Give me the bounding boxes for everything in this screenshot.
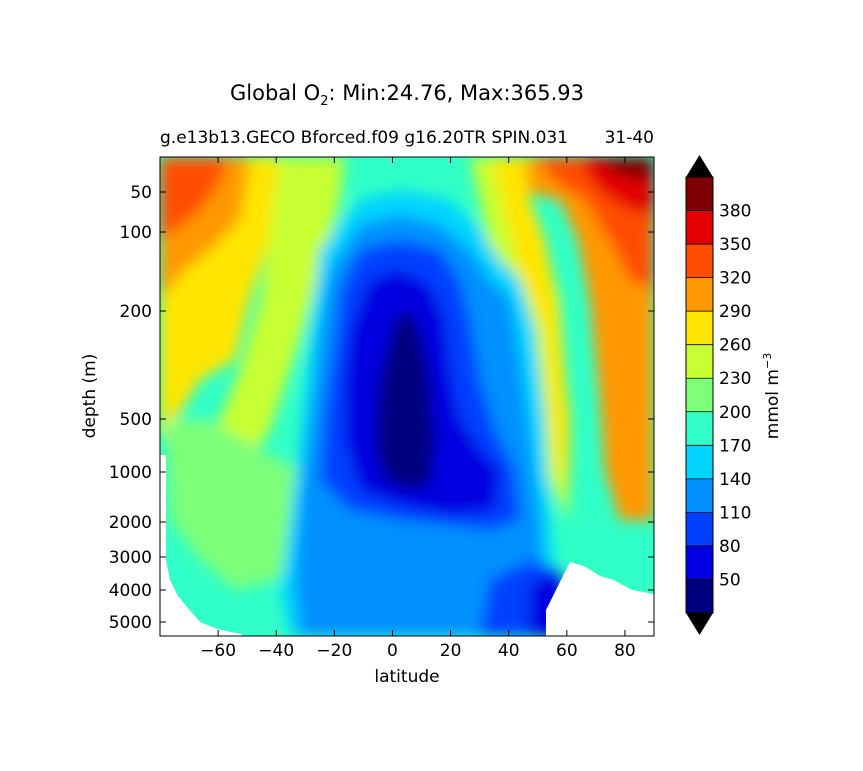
title-subscript: 2 xyxy=(320,94,328,109)
y-tick-label: 3000 xyxy=(109,548,152,568)
contour-region xyxy=(490,157,570,500)
colorbar-tick-label: 140 xyxy=(719,470,751,490)
colorbar-band xyxy=(686,177,713,212)
colorbar-tick-label: 170 xyxy=(719,436,751,456)
colorbar-band xyxy=(686,512,713,547)
x-tick-label: 40 xyxy=(498,641,520,661)
y-axis: 50 100 200 500 1000 2000 3000 4000 5000 xyxy=(109,183,654,633)
y-tick-label: 1000 xyxy=(109,463,152,483)
contour-region xyxy=(370,595,470,636)
colorbar-band xyxy=(686,411,713,446)
plot-frame xyxy=(159,156,655,637)
title-prefix: Global O xyxy=(230,81,320,105)
colorbar-tick-label: 350 xyxy=(719,235,751,255)
colorbar-extend-min xyxy=(686,613,713,635)
y-tick-label: 100 xyxy=(120,223,152,243)
colorbar-band xyxy=(686,277,713,312)
colorbar-tick-label: 290 xyxy=(719,302,751,322)
x-axis-label: latitude xyxy=(374,667,439,687)
colorbar-band xyxy=(686,244,713,279)
colorbar-tick-label: 80 xyxy=(719,537,741,557)
x-tick-label: −40 xyxy=(258,641,294,661)
colorbar-tick-label: 320 xyxy=(719,269,751,289)
colorbar-tick-label: 110 xyxy=(719,503,751,523)
x-tick-label: −20 xyxy=(316,641,352,661)
x-tick-label: −60 xyxy=(200,641,236,661)
contour-region xyxy=(600,157,654,180)
y-tick-label: 2000 xyxy=(109,513,152,533)
x-tick-label: 80 xyxy=(614,641,636,661)
colorbar-label-exponent: −3 xyxy=(761,353,774,369)
y-tick-label: 500 xyxy=(120,410,152,430)
title-suffix: : Min:24.76, Max:365.93 xyxy=(328,81,584,105)
colorbar-label: mmol m−3 xyxy=(761,353,783,439)
colorbar-frame xyxy=(685,176,714,614)
contour-fill-layers xyxy=(160,157,654,636)
colorbar-band xyxy=(686,445,713,480)
colorbar-band xyxy=(686,311,713,346)
x-tick-label: 0 xyxy=(387,641,398,661)
colorbar-tick-label: 200 xyxy=(719,403,751,423)
colorbar-tick-label: 50 xyxy=(719,570,741,590)
colorbar-band xyxy=(686,344,713,379)
y-axis-label: depth (m) xyxy=(80,354,100,439)
colorbar-label-unit: mmol m xyxy=(763,369,783,439)
chart-subtitle-right: 31-40 xyxy=(605,128,654,148)
contour-region xyxy=(215,157,345,470)
x-axis: −60 −40 −20 0 20 40 60 80 xyxy=(200,157,636,661)
colorbar-band xyxy=(686,210,713,245)
y-tick-label: 5000 xyxy=(109,613,152,633)
y-tick-label: 50 xyxy=(130,183,152,203)
chart-subtitle: g.e13b13.GECO Bforced.f09 g16.20TR SPIN.… xyxy=(160,128,568,148)
colorbar-tick-label: 380 xyxy=(719,202,751,222)
contour-region xyxy=(160,157,230,240)
colorbar-tick-label: 260 xyxy=(719,336,751,356)
contour-plot xyxy=(160,157,654,636)
colorbar-band xyxy=(686,545,713,580)
colorbar-extend-max xyxy=(686,155,713,177)
contour-region xyxy=(165,420,315,590)
y-tick-label: 200 xyxy=(120,302,152,322)
chart-title: Global O2: Min:24.76, Max:365.93 xyxy=(230,81,584,109)
contour-region xyxy=(375,310,435,490)
colorbar-tick-label: 230 xyxy=(719,369,751,389)
colorbar: 50 80 110 140 170 200 230 260 290 320 350 380 xyxy=(685,155,751,635)
colorbar-band xyxy=(686,478,713,513)
land-mask-north xyxy=(546,562,654,636)
x-tick-label: 20 xyxy=(440,641,462,661)
y-tick-label: 4000 xyxy=(109,581,152,601)
x-tick-label: 60 xyxy=(556,641,578,661)
colorbar-band xyxy=(686,378,713,413)
colorbar-band xyxy=(686,579,713,614)
land-mask-south xyxy=(160,455,242,636)
